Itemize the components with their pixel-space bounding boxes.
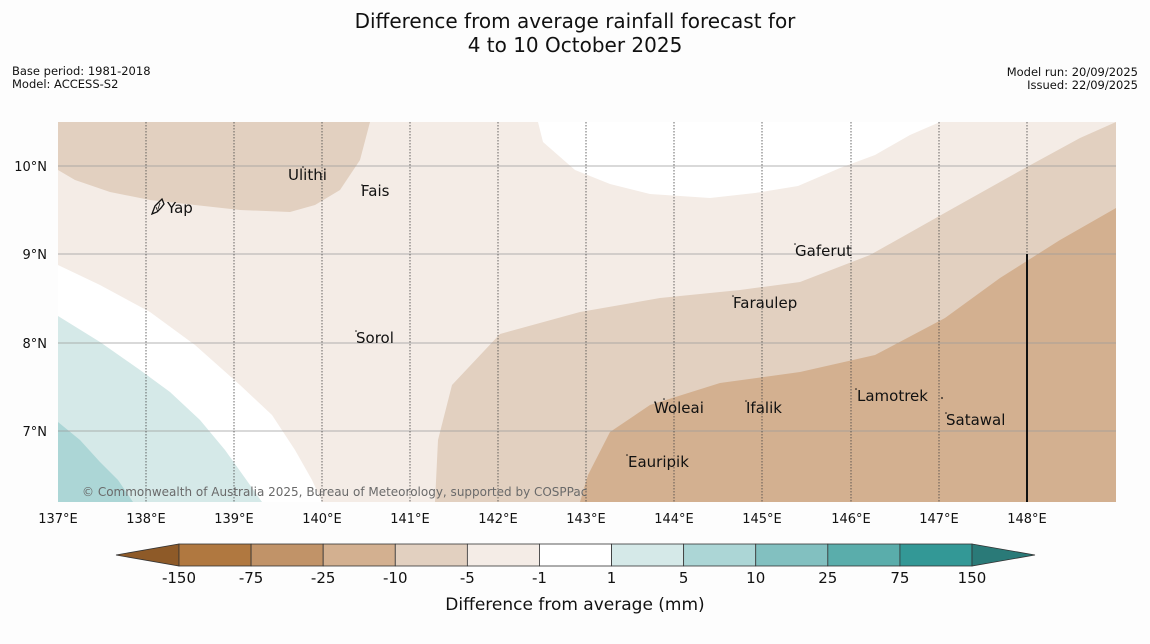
- model-run: Model run: 20/09/2025: [1006, 65, 1138, 79]
- lat-label: 7°N: [23, 425, 48, 440]
- colorbar-tick-label: -5: [460, 569, 475, 587]
- colorbar-tick-label: -10: [383, 569, 408, 587]
- lat-label: 10°N: [14, 160, 47, 175]
- colorbar-tick-label: 25: [818, 569, 837, 587]
- colorbar-tick-label: -150: [162, 569, 196, 587]
- colorbar-segment: [827, 543, 901, 567]
- map-title: Difference from average rainfall forecas…: [0, 9, 1150, 57]
- anomaly-band-5-10: [58, 422, 133, 502]
- lon-label: 145°E: [742, 512, 782, 527]
- issued-date: Issued: 22/09/2025: [1027, 78, 1138, 92]
- island-dot: [302, 166, 304, 168]
- title-line-1: Difference from average rainfall forecas…: [354, 9, 796, 33]
- place-label-ifalik: Ifalik: [746, 399, 782, 417]
- island-dot: [794, 243, 796, 245]
- colorbar-tick-label: 1: [607, 569, 617, 587]
- anomaly-band-near-zero-north: [538, 122, 940, 198]
- yap-island-detail: [155, 202, 161, 213]
- colorbar-tick-label: -1: [532, 569, 547, 587]
- lon-label: 148°E: [1007, 512, 1047, 527]
- latitude-lines: [58, 165, 1116, 432]
- island-dot: [626, 454, 628, 456]
- place-label-yap: Yap: [166, 199, 193, 217]
- island-dot: [654, 401, 656, 403]
- anomaly-band-minus10-minus5-northwest: [58, 122, 370, 212]
- lon-label: 139°E: [214, 512, 254, 527]
- colorbar-segment: [394, 543, 468, 567]
- copyright-notice: © Commonwealth of Australia 2025, Bureau…: [82, 485, 587, 499]
- place-label-woleai: Woleai: [654, 399, 704, 417]
- longitude-labels: 137°E 138°E 139°E 140°E 141°E 142°E 143°…: [38, 512, 1047, 527]
- lon-label: 138°E: [126, 512, 166, 527]
- meta-right: Model run: 20/09/2025 Issued: 22/09/2025: [1007, 66, 1138, 92]
- colorbar-segment: [178, 543, 252, 567]
- title-line-2: 4 to 10 October 2025: [467, 33, 683, 57]
- island-dot: [361, 184, 363, 186]
- model-name: Model: ACCESS-S2: [12, 77, 119, 91]
- lon-label: 143°E: [566, 512, 606, 527]
- latitude-labels: 10°N 9°N 8°N 7°N: [14, 160, 47, 440]
- island-dot: [663, 398, 665, 400]
- island-dot: [945, 412, 947, 414]
- colorbar-right-extension: [971, 543, 1036, 567]
- lon-label: 140°E: [302, 512, 342, 527]
- colorbar-segment: [250, 543, 324, 567]
- colorbar: -150 -75 -25 -10 -5 -1 1 5 10 25 75 150 Difference …: [115, 543, 1036, 615]
- lon-label: 144°E: [654, 512, 694, 527]
- colorbar-segment: [611, 543, 685, 567]
- colorbar-segments: [178, 543, 973, 567]
- colorbar-tick-label: -25: [311, 569, 336, 587]
- colorbar-left-extension: [115, 543, 180, 567]
- colorbar-segment: [539, 543, 612, 567]
- colorbar-tick-labels: -150 -75 -25 -10 -5 -1 1 5 10 25 75 150: [162, 569, 986, 587]
- lon-label: 142°E: [478, 512, 518, 527]
- colorbar-tick-label: 5: [679, 569, 689, 587]
- place-label-sorol: Sorol: [356, 329, 394, 347]
- island-dot: [732, 295, 734, 297]
- lon-label: 137°E: [38, 512, 78, 527]
- place-label-satawal: Satawal: [946, 411, 1005, 429]
- place-label-lamotrek: Lamotrek: [857, 387, 928, 405]
- lat-label: 9°N: [23, 248, 48, 263]
- place-label-eauripik: Eauripik: [628, 453, 689, 471]
- colorbar-segment: [899, 543, 973, 567]
- island-dot: [745, 400, 747, 402]
- colorbar-segment: [466, 543, 540, 567]
- colorbar-segment: [755, 543, 829, 567]
- colorbar-segment: [322, 543, 396, 567]
- anomaly-band-1-5: [58, 316, 262, 502]
- colorbar-tick-label: 150: [958, 569, 987, 587]
- colorbar-segment: [683, 543, 757, 567]
- anomaly-band-minus25-minus10: [580, 208, 1116, 502]
- map-area: Yap Ulithi Fais Gaferut Faraulep Sorol W…: [58, 122, 1116, 502]
- place-label-ulithi: Ulithi: [288, 166, 327, 184]
- base-period: Base period: 1981-2018: [12, 64, 151, 78]
- place-label-gaferut: Gaferut: [795, 242, 852, 260]
- colorbar-tick-label: 75: [890, 569, 909, 587]
- lon-label: 146°E: [831, 512, 871, 527]
- island-dots: [302, 166, 947, 456]
- lat-label: 8°N: [23, 337, 48, 352]
- island-dot: [941, 397, 943, 399]
- colorbar-tick-label: -75: [239, 569, 264, 587]
- island-dot: [355, 330, 357, 332]
- colorbar-tick-label: 10: [746, 569, 765, 587]
- place-label-fais: Fais: [361, 182, 390, 200]
- longitude-lines: [145, 122, 1028, 502]
- colorbar-title: Difference from average (mm): [445, 595, 704, 615]
- place-label-faraulep: Faraulep: [733, 294, 797, 312]
- island-dot: [855, 388, 857, 390]
- lon-label: 141°E: [390, 512, 430, 527]
- lon-label: 147°E: [919, 512, 959, 527]
- meta-left: Base period: 1981-2018 Model: ACCESS-S2: [12, 65, 151, 91]
